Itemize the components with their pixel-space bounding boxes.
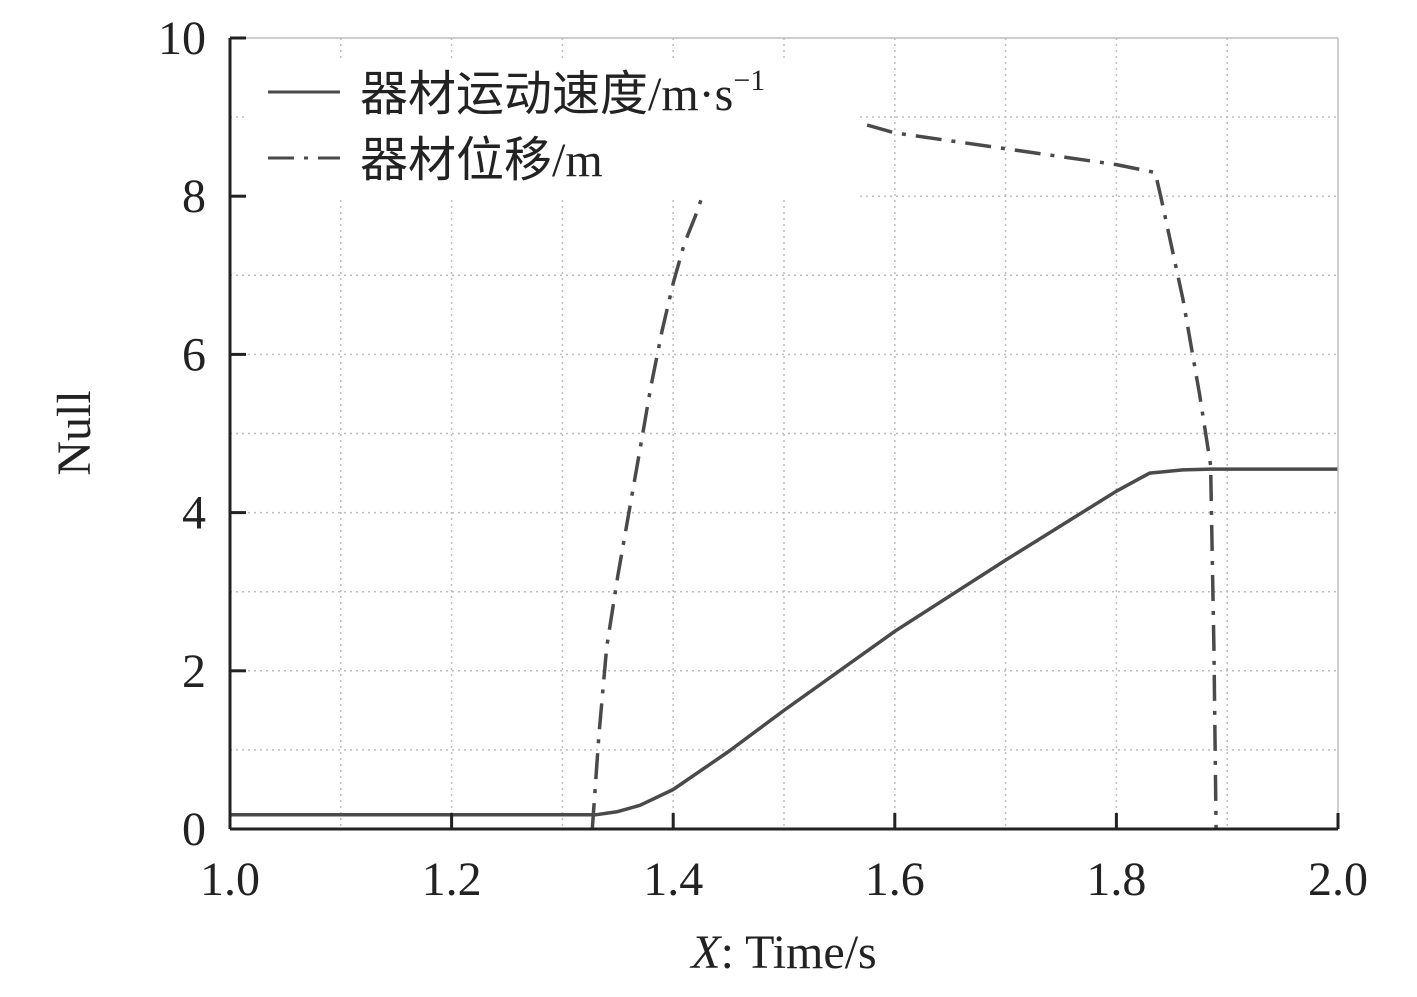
series-line-displacement bbox=[590, 199, 703, 830]
axes bbox=[228, 36, 1340, 831]
x-tick-label: 1.6 bbox=[865, 853, 925, 906]
y-tick-label: 8 bbox=[182, 170, 206, 223]
x-axis-title: X: Time/s bbox=[689, 926, 876, 979]
legend-label-velocity-main: 器材运动速度/m·s bbox=[360, 68, 733, 121]
x-tick-label: 1.8 bbox=[1086, 853, 1146, 906]
y-tick-label: 2 bbox=[182, 645, 206, 698]
y-tick-label: 10 bbox=[158, 12, 206, 65]
x-axis-title-rest: : Time/s bbox=[721, 926, 877, 979]
legend: 器材运动速度/m·s−1 器材位移/m bbox=[248, 62, 858, 197]
x-tick-label: 1.4 bbox=[643, 853, 703, 906]
x-tick-label: 1.0 bbox=[200, 853, 260, 906]
y-tick-label: 4 bbox=[182, 487, 206, 540]
legend-label-displacement: 器材位移/m bbox=[360, 134, 603, 187]
legend-label-velocity: 器材运动速度/m·s−1 bbox=[360, 64, 765, 121]
series-lines bbox=[230, 123, 1338, 830]
legend-background bbox=[248, 62, 858, 197]
tick-labels: 0 2 4 6 8 10 1.0 1.2 1.4 1.6 1.8 2.0 bbox=[158, 12, 1368, 906]
y-tick-label: 6 bbox=[182, 328, 206, 381]
y-tick-label: 0 bbox=[182, 803, 206, 856]
series-line-displacement bbox=[866, 123, 1218, 830]
series-line-velocity bbox=[230, 467, 1338, 817]
x-tick-label: 1.2 bbox=[422, 853, 482, 906]
x-tick-label: 2.0 bbox=[1308, 853, 1368, 906]
y-axis-title: Null bbox=[48, 390, 101, 475]
x-axis-title-prefix: X bbox=[689, 926, 722, 979]
legend-label-velocity-superscript: −1 bbox=[733, 64, 765, 97]
